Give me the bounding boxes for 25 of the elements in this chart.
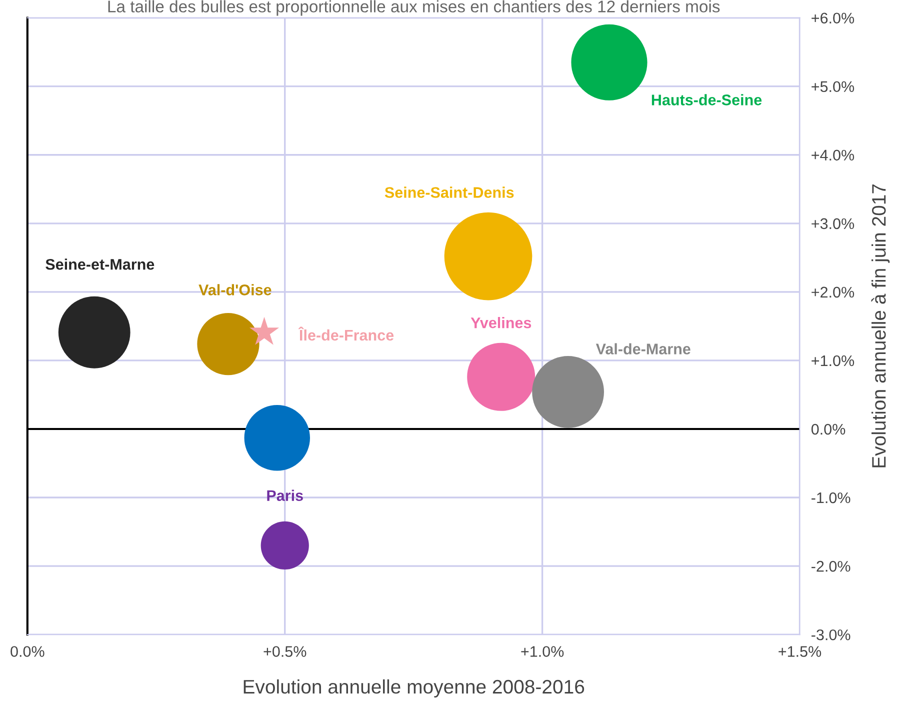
- x-tick-label: +1.5%: [778, 646, 822, 657]
- y-tick-label: -3.0%: [812, 629, 850, 640]
- x-tick-label: 0.0%: [10, 646, 44, 657]
- x-tick-label: +0.5%: [264, 646, 306, 657]
- chart-title: La taille des bulles est proportionnelle aux mises en chantiers des 12 derniers mois: [108, 0, 720, 16]
- y-tick-label: +3.0%: [812, 218, 854, 230]
- text: Seine-et-Marne: [46, 258, 154, 270]
- y-tick-label: +4.0%: [812, 150, 854, 161]
- y-tick-label: +6.0%: [812, 12, 854, 24]
- y-tick-label: +2.0%: [812, 286, 854, 298]
- series-label: Hauts-de-Seine: [652, 94, 762, 106]
- y-tick-label: 0.0%: [811, 424, 846, 435]
- x-axis-title: Evolution annuelle moyenne 2008-2016: [244, 679, 584, 698]
- y-tick-label: -1.0%: [812, 492, 850, 504]
- series-label: Seine-Saint-Denis: [384, 186, 514, 198]
- series-label: Paris: [267, 490, 303, 501]
- x-tick-label: +1.0%: [521, 646, 564, 657]
- series-label: Val-de-Marne: [596, 343, 690, 354]
- y-tick-label: -2.0%: [812, 560, 850, 572]
- y-tick-label: +1.0%: [812, 355, 854, 366]
- y-axis-title: Evolution annuelle à fin juin 2017: [871, 184, 890, 468]
- y-tick-label: +5.0%: [812, 81, 854, 92]
- series-label: Yvelines: [470, 317, 532, 328]
- series-label: Val-d'Oise: [198, 284, 272, 296]
- series-label: Île-de-France: [298, 326, 394, 341]
